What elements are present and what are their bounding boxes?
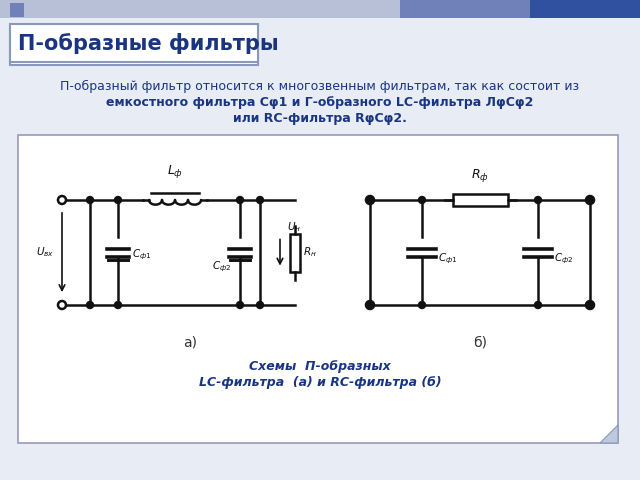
Text: LC-фильтра  (а) и RC-фильтра (б): LC-фильтра (а) и RC-фильтра (б) xyxy=(198,376,442,389)
Circle shape xyxy=(534,301,541,309)
Text: П-образные фильтры: П-образные фильтры xyxy=(18,33,279,53)
Text: $C_{ф1}$: $C_{ф1}$ xyxy=(438,252,458,266)
Text: Схемы  П-образных: Схемы П-образных xyxy=(249,360,391,373)
Circle shape xyxy=(58,301,66,309)
Text: П-образный фильтр относится к многозвенным фильтрам, так как состоит из: П-образный фильтр относится к многозвенн… xyxy=(60,80,580,93)
Circle shape xyxy=(366,301,374,309)
Circle shape xyxy=(86,301,93,309)
Bar xyxy=(290,233,300,272)
Bar xyxy=(530,0,640,18)
Bar xyxy=(14,28,258,66)
Circle shape xyxy=(586,196,593,204)
Circle shape xyxy=(586,196,594,204)
Circle shape xyxy=(257,196,264,204)
Circle shape xyxy=(115,196,122,204)
Circle shape xyxy=(115,301,122,309)
Text: $C_{ф2}$: $C_{ф2}$ xyxy=(554,252,573,266)
Text: $R_н$: $R_н$ xyxy=(303,246,317,259)
Circle shape xyxy=(419,301,426,309)
Text: емкостного фильтра Сφ1 и Г-образного LC-фильтра ЛφСφ2: емкостного фильтра Сφ1 и Г-образного LC-… xyxy=(106,96,534,109)
Circle shape xyxy=(58,196,66,204)
FancyBboxPatch shape xyxy=(10,24,258,62)
Bar xyxy=(10,3,24,17)
Text: $C_{ф1}$: $C_{ф1}$ xyxy=(132,247,152,262)
Circle shape xyxy=(586,301,593,309)
Circle shape xyxy=(419,196,426,204)
Text: $U_н$: $U_н$ xyxy=(287,221,301,235)
Text: или RC-фильтра RφСφ2.: или RC-фильтра RφСφ2. xyxy=(233,112,407,125)
Circle shape xyxy=(237,196,243,204)
Circle shape xyxy=(86,196,93,204)
Circle shape xyxy=(366,196,374,204)
FancyBboxPatch shape xyxy=(18,135,618,443)
Bar xyxy=(0,0,640,18)
Text: а): а) xyxy=(183,335,197,349)
Circle shape xyxy=(367,196,374,204)
Text: $R_{ф}$: $R_{ф}$ xyxy=(471,167,489,184)
Circle shape xyxy=(237,301,243,309)
Text: б): б) xyxy=(473,335,487,349)
Text: $U_{вх}$: $U_{вх}$ xyxy=(36,246,54,259)
Text: $L_{ф}$: $L_{ф}$ xyxy=(167,163,183,180)
Polygon shape xyxy=(600,425,618,443)
Circle shape xyxy=(257,301,264,309)
Circle shape xyxy=(367,301,374,309)
Bar xyxy=(452,194,508,206)
FancyBboxPatch shape xyxy=(10,25,258,65)
Bar xyxy=(400,0,640,18)
Circle shape xyxy=(534,196,541,204)
Text: $C_{ф2}$: $C_{ф2}$ xyxy=(212,259,231,274)
Circle shape xyxy=(586,301,594,309)
